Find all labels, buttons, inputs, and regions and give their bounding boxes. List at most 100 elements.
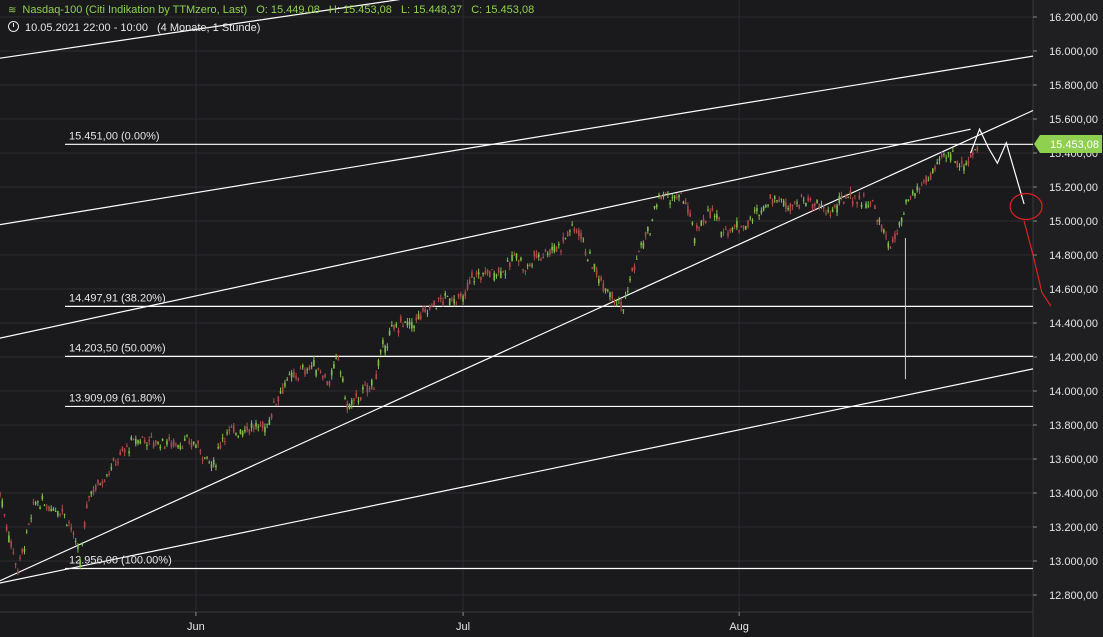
candle-body — [662, 193, 665, 197]
candle-body — [391, 325, 393, 327]
candle-body — [818, 204, 821, 208]
candle-body — [640, 242, 642, 246]
candle-body — [14, 563, 17, 566]
candle-body — [482, 272, 484, 275]
candle-body — [83, 522, 86, 528]
candle-body — [896, 233, 898, 235]
candle-body — [5, 526, 8, 531]
candle-body — [658, 194, 660, 196]
candle-body — [237, 436, 240, 438]
candle-body — [533, 250, 536, 257]
candle-body — [938, 158, 941, 161]
candle-body — [319, 371, 322, 373]
y-tick-label: 14.600,00 — [1049, 284, 1098, 296]
candle-body — [491, 269, 493, 271]
candle-body — [168, 437, 170, 440]
candle-body — [386, 346, 389, 348]
candle-body — [687, 206, 689, 214]
candle-body — [542, 256, 545, 258]
candle-body — [126, 445, 128, 447]
candle-body — [733, 225, 736, 227]
candle-body — [898, 222, 901, 226]
candle-body — [117, 461, 119, 464]
candle-body — [758, 214, 760, 216]
candle-body — [210, 464, 213, 469]
candle-body — [304, 370, 306, 375]
candle-body — [836, 205, 838, 213]
candle-body — [747, 220, 749, 228]
candle-body — [235, 433, 237, 435]
y-tick-label: 15.200,00 — [1049, 182, 1098, 194]
candle-body — [241, 431, 244, 436]
candle-body — [8, 535, 10, 543]
candle-body — [244, 429, 246, 432]
candle-body — [388, 330, 391, 335]
candle-body — [488, 271, 491, 278]
candle-body — [905, 199, 907, 203]
candle-body — [295, 376, 297, 379]
candle-body — [956, 161, 959, 167]
candle-body — [580, 232, 582, 240]
candle-body — [778, 199, 781, 202]
candle-body — [606, 290, 609, 292]
candle-body — [738, 230, 740, 232]
candle-body — [682, 201, 685, 204]
candle-body — [310, 365, 313, 367]
candle-body — [188, 441, 191, 444]
candle-body — [976, 147, 979, 151]
candle-body — [155, 440, 157, 444]
candle-body — [437, 297, 440, 299]
candle-body — [678, 194, 680, 198]
candle-body — [780, 198, 783, 200]
candle-body — [81, 544, 84, 546]
candle-body — [513, 254, 516, 256]
candle-body — [446, 295, 449, 297]
candle-body — [52, 508, 55, 511]
x-axis-ticks: Jun Jul Aug — [187, 612, 749, 633]
candle-body — [250, 423, 253, 428]
y-tick-label: 14.200,00 — [1049, 352, 1098, 364]
candle-body — [627, 290, 629, 292]
fibonacci-label: 14.497,91 (38.20%) — [69, 292, 166, 304]
candle-body — [219, 445, 222, 449]
candle-body — [502, 271, 504, 273]
candle-body — [74, 540, 77, 542]
candle-body — [936, 162, 939, 165]
candle-body — [675, 196, 678, 199]
candle-body — [422, 308, 424, 311]
y-tick-label: 13.400,00 — [1049, 488, 1098, 500]
candle-body — [370, 379, 373, 386]
candle-body — [306, 369, 309, 371]
candle-body — [511, 254, 513, 262]
candle-body — [475, 272, 478, 274]
candle-body — [544, 250, 547, 252]
price-tag-shape — [1034, 134, 1102, 153]
candle-body — [932, 168, 934, 174]
candle-body — [940, 154, 943, 157]
candle-body — [776, 200, 778, 202]
y-tick-label: 15.000,00 — [1049, 216, 1098, 228]
candle-body — [288, 374, 291, 376]
candle-body — [179, 445, 182, 449]
candle-body — [484, 270, 487, 274]
candle-body — [509, 262, 511, 267]
candle-body — [903, 213, 905, 215]
candle-body — [12, 552, 15, 554]
candle-body — [869, 203, 872, 205]
instrument-title: Nasdaq-100 (Citi Indikation by TTMzero, … — [22, 4, 248, 16]
candle-body — [729, 230, 732, 232]
candle-body — [849, 190, 852, 196]
candle-body — [368, 388, 371, 390]
candle-body — [146, 445, 148, 447]
candle-body — [359, 396, 362, 401]
candle-body — [575, 230, 578, 233]
candle-body — [0, 492, 1, 497]
candle-body — [825, 212, 827, 214]
candle-body — [762, 206, 765, 211]
y-axis-ticks: 12.800,00 13.000,00 13.200,00 13.400,00 13.6… — [1033, 12, 1098, 602]
candle-body — [647, 226, 649, 232]
candle-body — [618, 299, 620, 301]
candle-body — [28, 523, 30, 525]
high-value: H: 15.453,08 — [328, 4, 392, 16]
candle-body — [653, 205, 656, 209]
